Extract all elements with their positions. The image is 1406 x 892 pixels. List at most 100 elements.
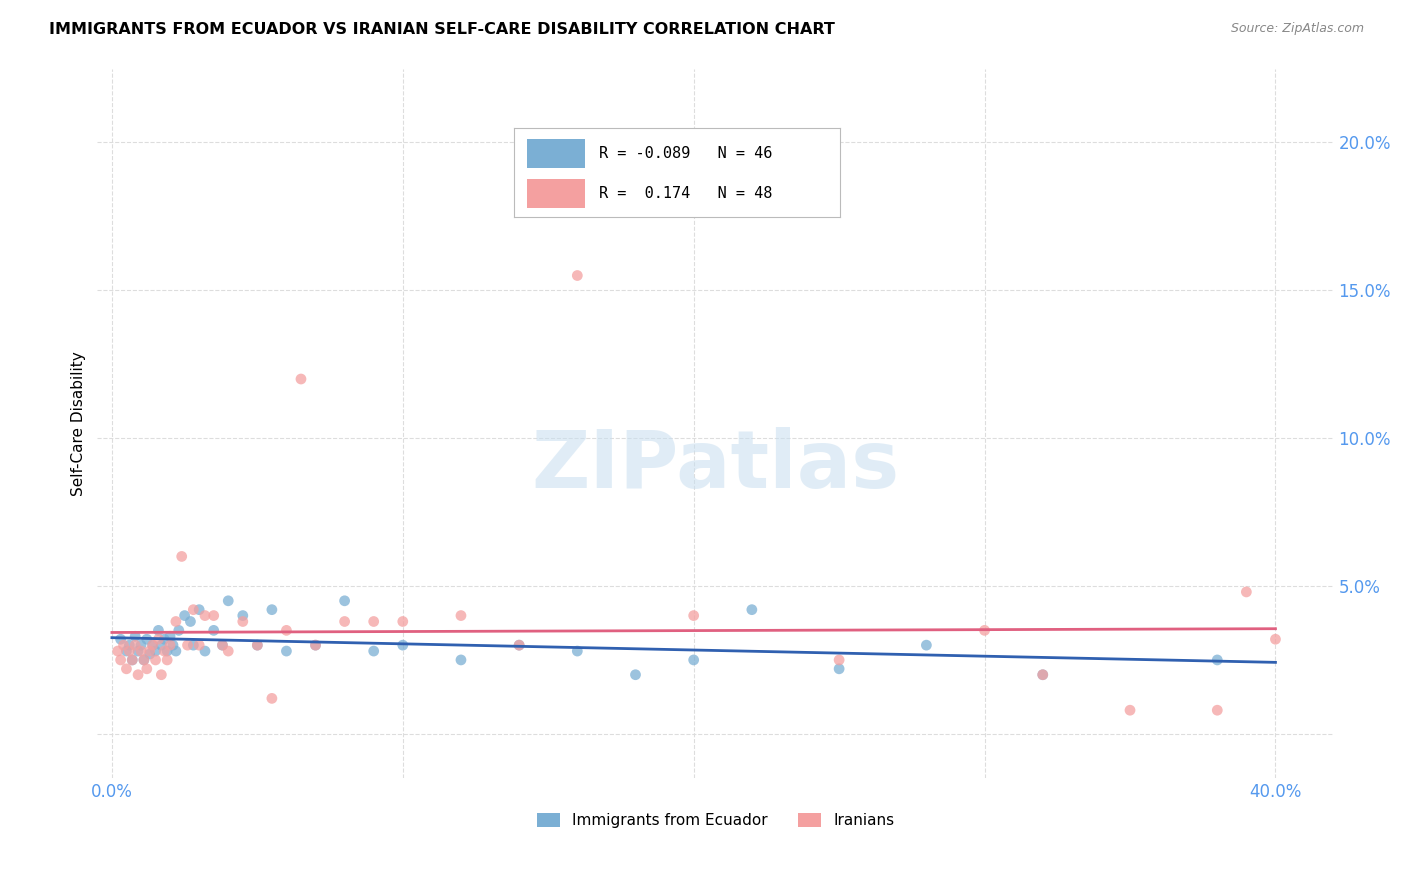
Point [124,638,146,652]
Point [194,608,217,623]
Point [1119,703,1142,717]
Point [304,638,326,652]
Point [170,549,193,564]
Point [179,615,201,629]
Point [145,644,167,658]
Text: IMMIGRANTS FROM ECUADOR VS IRANIAN SELF-CARE DISABILITY CORRELATION CHART: IMMIGRANTS FROM ECUADOR VS IRANIAN SELF-… [49,22,835,37]
Point [127,667,149,681]
Point [148,624,170,638]
Point [142,638,165,652]
Text: R = -0.089   N = 46: R = -0.089 N = 46 [599,146,772,161]
Point [567,644,589,658]
Point [363,615,385,629]
Legend: Immigrants from Ecuador, Iranians: Immigrants from Ecuador, Iranians [530,807,900,834]
Point [828,662,851,676]
Point [138,647,160,661]
Point [202,608,225,623]
Point [304,638,326,652]
Point [188,602,211,616]
Point [132,653,155,667]
Point [145,653,167,667]
Bar [527,139,585,168]
Point [508,638,530,652]
Point [1206,703,1229,717]
Point [741,602,763,616]
Point [211,638,233,652]
Point [156,653,179,667]
Point [129,644,152,658]
Point [107,644,129,658]
Point [973,624,995,638]
Point [121,653,143,667]
Point [508,638,530,652]
Point [159,638,181,652]
Point [129,638,152,652]
Point [232,608,254,623]
Point [173,608,195,623]
Text: ZIPatlas: ZIPatlas [531,427,900,505]
Point [450,653,472,667]
Point [246,638,269,652]
Bar [527,179,585,208]
Point [118,644,141,658]
Point [217,644,239,658]
Point [1032,667,1054,681]
Point [682,608,704,623]
Point [260,691,283,706]
Point [132,653,155,667]
Point [115,662,138,676]
Point [1234,585,1257,599]
Point [156,644,179,658]
Point [202,624,225,638]
Point [211,638,233,652]
Point [183,638,205,652]
Point [112,638,135,652]
Point [176,638,198,652]
Point [165,644,187,658]
Point [391,638,413,652]
Point [183,602,205,616]
Point [138,644,160,658]
Text: R =  0.174   N = 48: R = 0.174 N = 48 [599,186,772,202]
Point [153,644,176,658]
Point [127,644,149,658]
Point [167,624,190,638]
Point [217,594,239,608]
Point [188,638,211,652]
Point [121,653,143,667]
Point [159,629,181,643]
Point [194,644,217,658]
Point [153,632,176,647]
Point [110,632,132,647]
Point [162,638,184,652]
Point [276,644,298,658]
Point [118,638,141,652]
Point [682,653,704,667]
Point [450,608,472,623]
Point [915,638,938,652]
Point [115,644,138,658]
Point [1264,632,1286,647]
Point [1032,667,1054,681]
Point [391,615,413,629]
Point [1206,653,1229,667]
Point [333,615,356,629]
Point [124,629,146,643]
Point [150,638,173,652]
Point [165,615,187,629]
Point [142,638,165,652]
Point [148,632,170,647]
Point [246,638,269,652]
Point [828,653,851,667]
Point [232,615,254,629]
Point [567,268,589,283]
Point [135,662,157,676]
Point [363,644,385,658]
Point [260,602,283,616]
Point [276,624,298,638]
Point [150,667,173,681]
Point [290,372,312,386]
Point [135,632,157,647]
Point [110,653,132,667]
Point [624,667,647,681]
